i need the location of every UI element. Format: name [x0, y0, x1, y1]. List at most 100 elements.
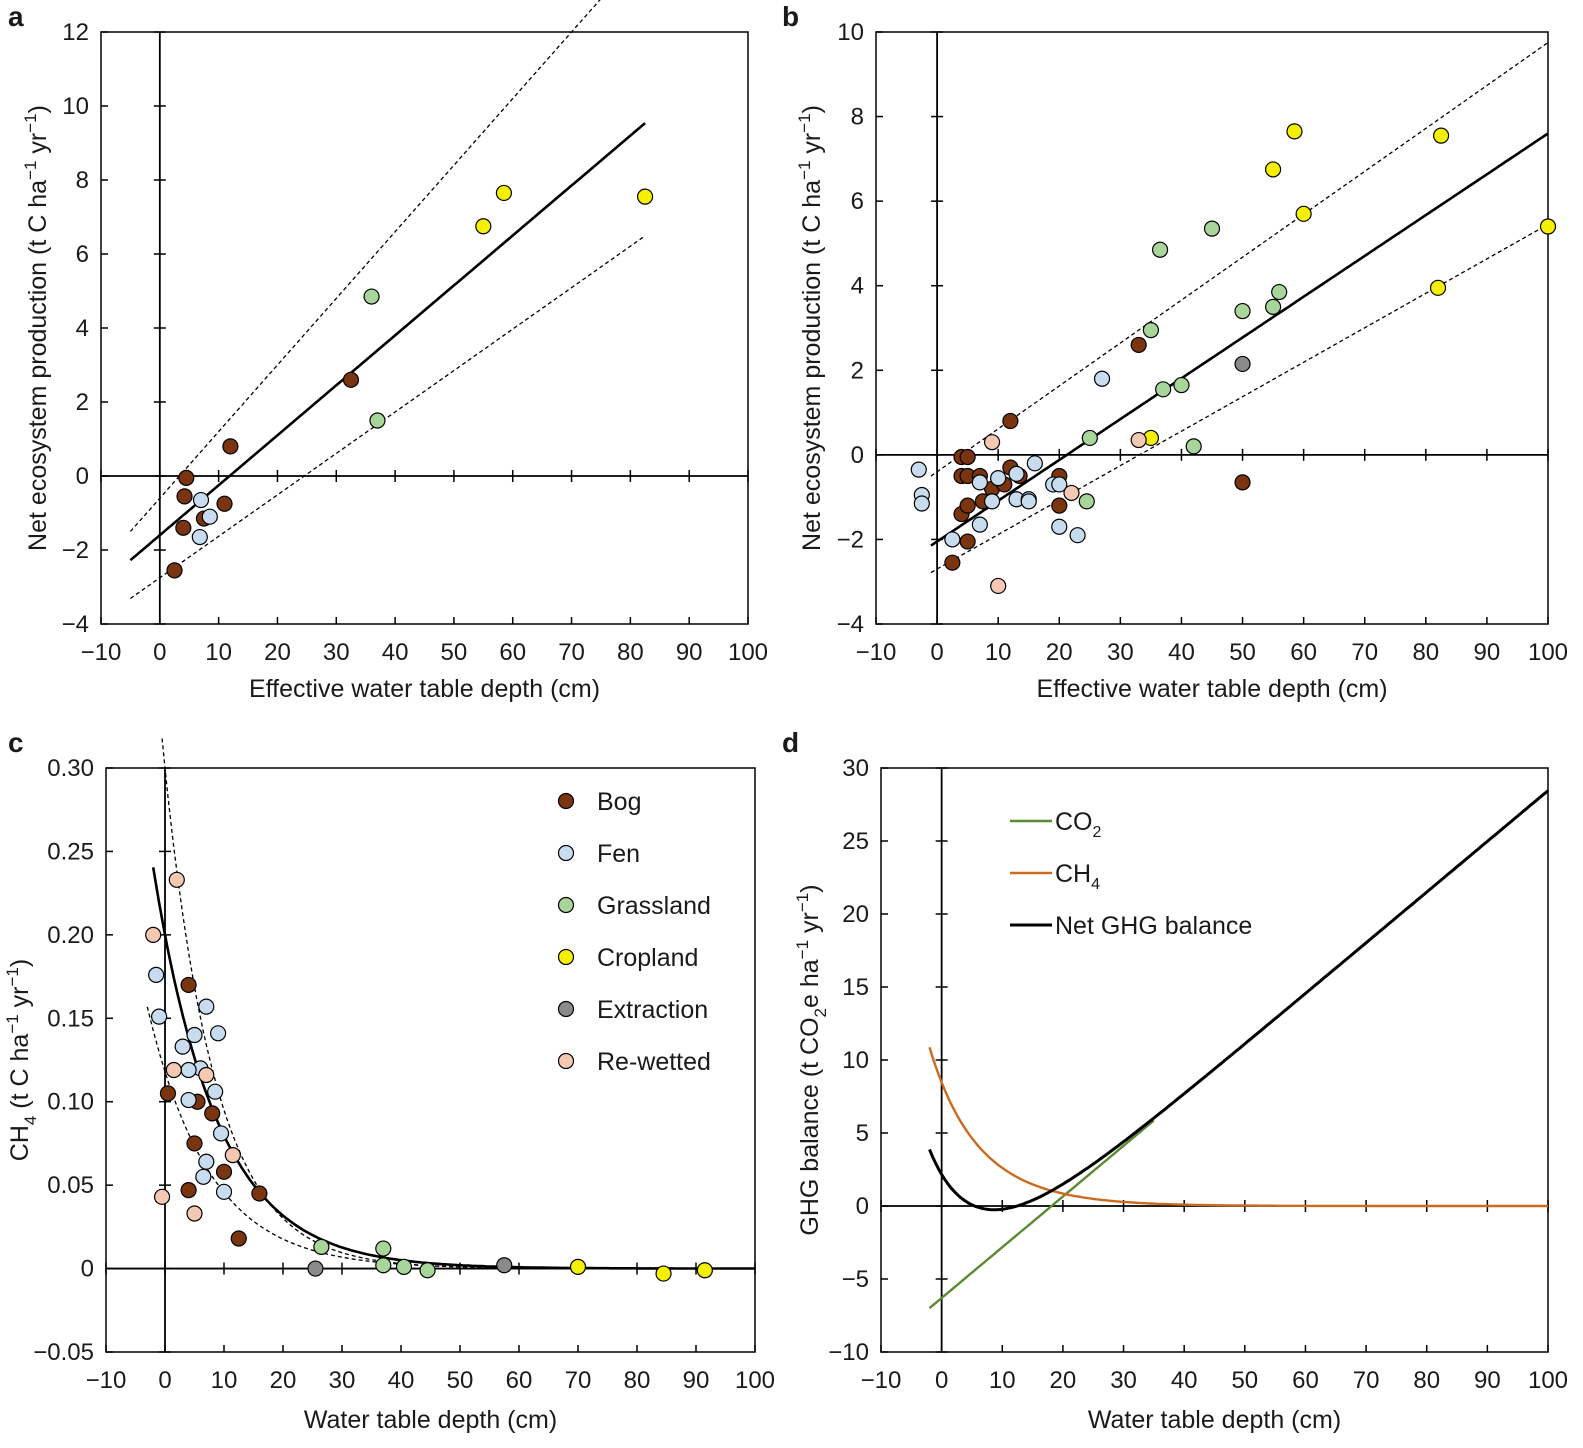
x-tick-label: 20: [270, 1367, 297, 1394]
y-tick-label: −4: [62, 611, 89, 638]
x-tick-label: 90: [1474, 639, 1501, 666]
point-bog: [216, 495, 233, 512]
y-tick-label: 10: [842, 1047, 869, 1074]
point-bog: [204, 1105, 221, 1122]
point-fen: [198, 1153, 215, 1170]
point-bog: [1130, 336, 1147, 354]
point-grassland: [1155, 381, 1172, 398]
point-cropland: [696, 1262, 713, 1279]
point-fen: [1051, 476, 1068, 493]
point-fen: [191, 528, 208, 546]
x-tick-label: 40: [1168, 639, 1195, 666]
point-extraction: [496, 1257, 513, 1274]
y-label-sub: 2: [811, 1008, 830, 1017]
y-label-text: GHG balance (t CO: [796, 1017, 824, 1235]
x-tick-label: 30: [323, 639, 350, 666]
point-rewetted: [224, 1147, 241, 1164]
point-bog: [944, 554, 961, 571]
point-grassland: [1078, 493, 1095, 510]
legend-marker-cropland: [557, 948, 575, 966]
legend-label-cropland: Cropland: [597, 944, 698, 972]
point-grassland: [375, 1240, 392, 1257]
fit-line: [151, 867, 755, 1270]
legend-label-net: Net GHG balance: [1055, 912, 1252, 940]
x-tick-label: 100: [1528, 639, 1568, 666]
x-tick-label: 50: [441, 639, 468, 666]
point-bog: [1002, 412, 1019, 430]
point-bog: [222, 438, 239, 455]
y-label-sub: 4: [21, 1116, 40, 1125]
y-tick-label: 25: [842, 828, 869, 855]
panel-d: d −10 0 10 20 30 40 50 60 70 80 90 100 −10 −5 0 5 10 15 20 2…: [782, 727, 1568, 1434]
x-tick-label: 20: [264, 639, 291, 666]
y-label-sup: −1: [3, 1014, 22, 1033]
x-tick-label: 0: [930, 639, 943, 666]
x-tick-label: 80: [1412, 639, 1439, 666]
ci-lower-line: [146, 1006, 755, 1270]
x-tick-label: 70: [1351, 639, 1378, 666]
y-label-sup: −1: [3, 967, 22, 986]
y-axis-label: Net ecosystem production (t C ha−1 yr−1): [795, 105, 826, 551]
fit-line: [930, 132, 1549, 547]
point-cropland: [495, 184, 513, 202]
point-fen: [212, 1125, 230, 1142]
y-tick-label: 0: [856, 1193, 869, 1220]
point-grassland: [1173, 376, 1190, 394]
point-rewetted: [186, 1205, 203, 1222]
x-tick-label: −10: [81, 639, 122, 666]
point-grassland: [395, 1258, 413, 1276]
x-tick-label: 30: [329, 1367, 356, 1394]
point-extraction: [307, 1260, 324, 1277]
point-fen: [944, 531, 961, 548]
point-fen: [148, 966, 165, 984]
y-label-text: yr: [796, 912, 824, 940]
point-extraction: [1234, 355, 1251, 373]
x-tick-label: 90: [1474, 1367, 1501, 1394]
point-fen: [195, 1168, 212, 1185]
y-tick-label: 8: [76, 167, 89, 194]
y-tick-label: 2: [76, 389, 89, 416]
y-tick-label: 6: [76, 241, 89, 268]
co2-line: [928, 1119, 1155, 1310]
y-tick-label: 6: [851, 188, 864, 215]
y-label-sup: −1: [793, 893, 812, 912]
y-tick-label: −4: [837, 611, 864, 638]
point-bog: [251, 1185, 268, 1202]
y-tick-label: −0.05: [33, 1339, 94, 1366]
y-tick-label: 0: [81, 1256, 94, 1283]
y-tick-label: 15: [842, 974, 869, 1001]
y-tick-label: 0.15: [47, 1005, 94, 1032]
y-tick-label: 4: [851, 273, 864, 300]
legend-label-bog: Bog: [597, 788, 641, 816]
y-tick-label: 20: [842, 901, 869, 928]
x-tick-label: 100: [735, 1367, 775, 1394]
x-axis-label: Water table depth (cm): [1088, 1406, 1341, 1434]
x-axis-label: Water table depth (cm): [304, 1406, 557, 1434]
x-tick-label: 60: [499, 639, 526, 666]
y-label-sup: −1: [21, 161, 40, 180]
y-label-text: yr: [6, 986, 34, 1014]
legend-sub: 2: [1093, 824, 1102, 841]
fit-line: [129, 122, 646, 562]
point-fen: [990, 470, 1007, 487]
y-axis-label: GHG balance (t CO2e ha−1 yr−1): [793, 884, 830, 1235]
point-rewetted: [983, 434, 1001, 451]
y-tick-label: −2: [837, 526, 864, 553]
y-axis-label: Net ecosystem production (t C ha−1 yr−1): [21, 105, 52, 551]
point-cropland: [569, 1258, 587, 1276]
point-fen: [971, 474, 988, 491]
y-tick-label: −10: [828, 1339, 869, 1366]
x-tick-label: 0: [158, 1367, 171, 1394]
point-fen: [1020, 493, 1037, 510]
x-tick-label: 80: [617, 639, 644, 666]
x-tick-label: 10: [985, 639, 1012, 666]
point-fen: [1093, 370, 1111, 387]
y-tick-label: 2: [851, 357, 864, 384]
point-grassland: [375, 1257, 392, 1274]
x-tick-label: 100: [728, 639, 768, 666]
x-tick-label: 10: [205, 639, 232, 666]
y-label-text: yr: [798, 133, 826, 161]
x-tick-label: 50: [1231, 1367, 1258, 1394]
x-tick-label: 40: [382, 639, 409, 666]
point-fen: [983, 493, 1001, 510]
